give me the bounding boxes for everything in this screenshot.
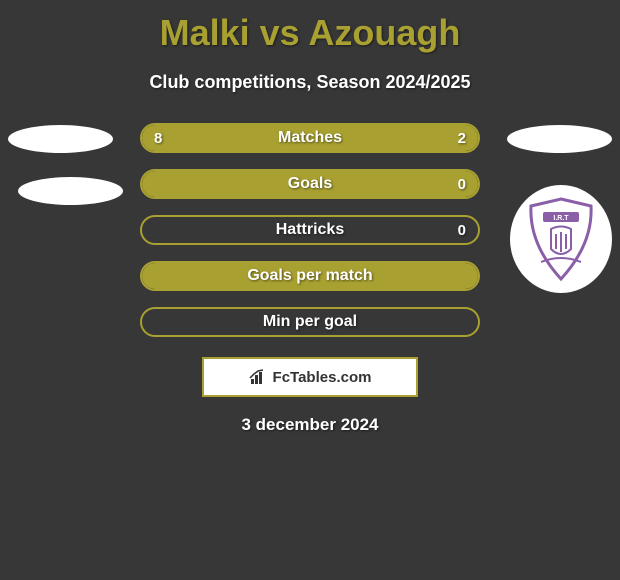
chart-icon [249, 369, 267, 385]
bar-value-right: 2 [458, 130, 466, 147]
stat-bar-matches: 8 Matches 2 [140, 123, 480, 153]
bar-label: Goals per match [142, 267, 478, 285]
comparison-date: 3 december 2024 [0, 415, 620, 435]
bar-value-right: 0 [458, 222, 466, 239]
bar-label: Hattricks [142, 221, 478, 239]
bar-label: Goals [142, 175, 478, 193]
player-left-badge-1 [8, 125, 113, 153]
comparison-title: Malki vs Azouagh [0, 0, 620, 54]
stat-bar-goals-per-match: Goals per match [140, 261, 480, 291]
bar-value-right: 0 [458, 176, 466, 193]
club-logo: I.R.T [510, 185, 612, 293]
stat-bar-hattricks: Hattricks 0 [140, 215, 480, 245]
comparison-subtitle: Club competitions, Season 2024/2025 [0, 72, 620, 93]
player-left-badge-2 [18, 177, 123, 205]
stat-bar-goals: Goals 0 [140, 169, 480, 199]
bar-label: Min per goal [142, 313, 478, 331]
fctables-label: FcTables.com [273, 369, 372, 386]
stat-bar-min-per-goal: Min per goal [140, 307, 480, 337]
fctables-attribution[interactable]: FcTables.com [202, 357, 418, 397]
player-right-badge [507, 125, 612, 153]
svg-text:I.R.T: I.R.T [553, 215, 569, 222]
shield-icon: I.R.T [521, 194, 601, 284]
bar-label: Matches [142, 129, 478, 147]
